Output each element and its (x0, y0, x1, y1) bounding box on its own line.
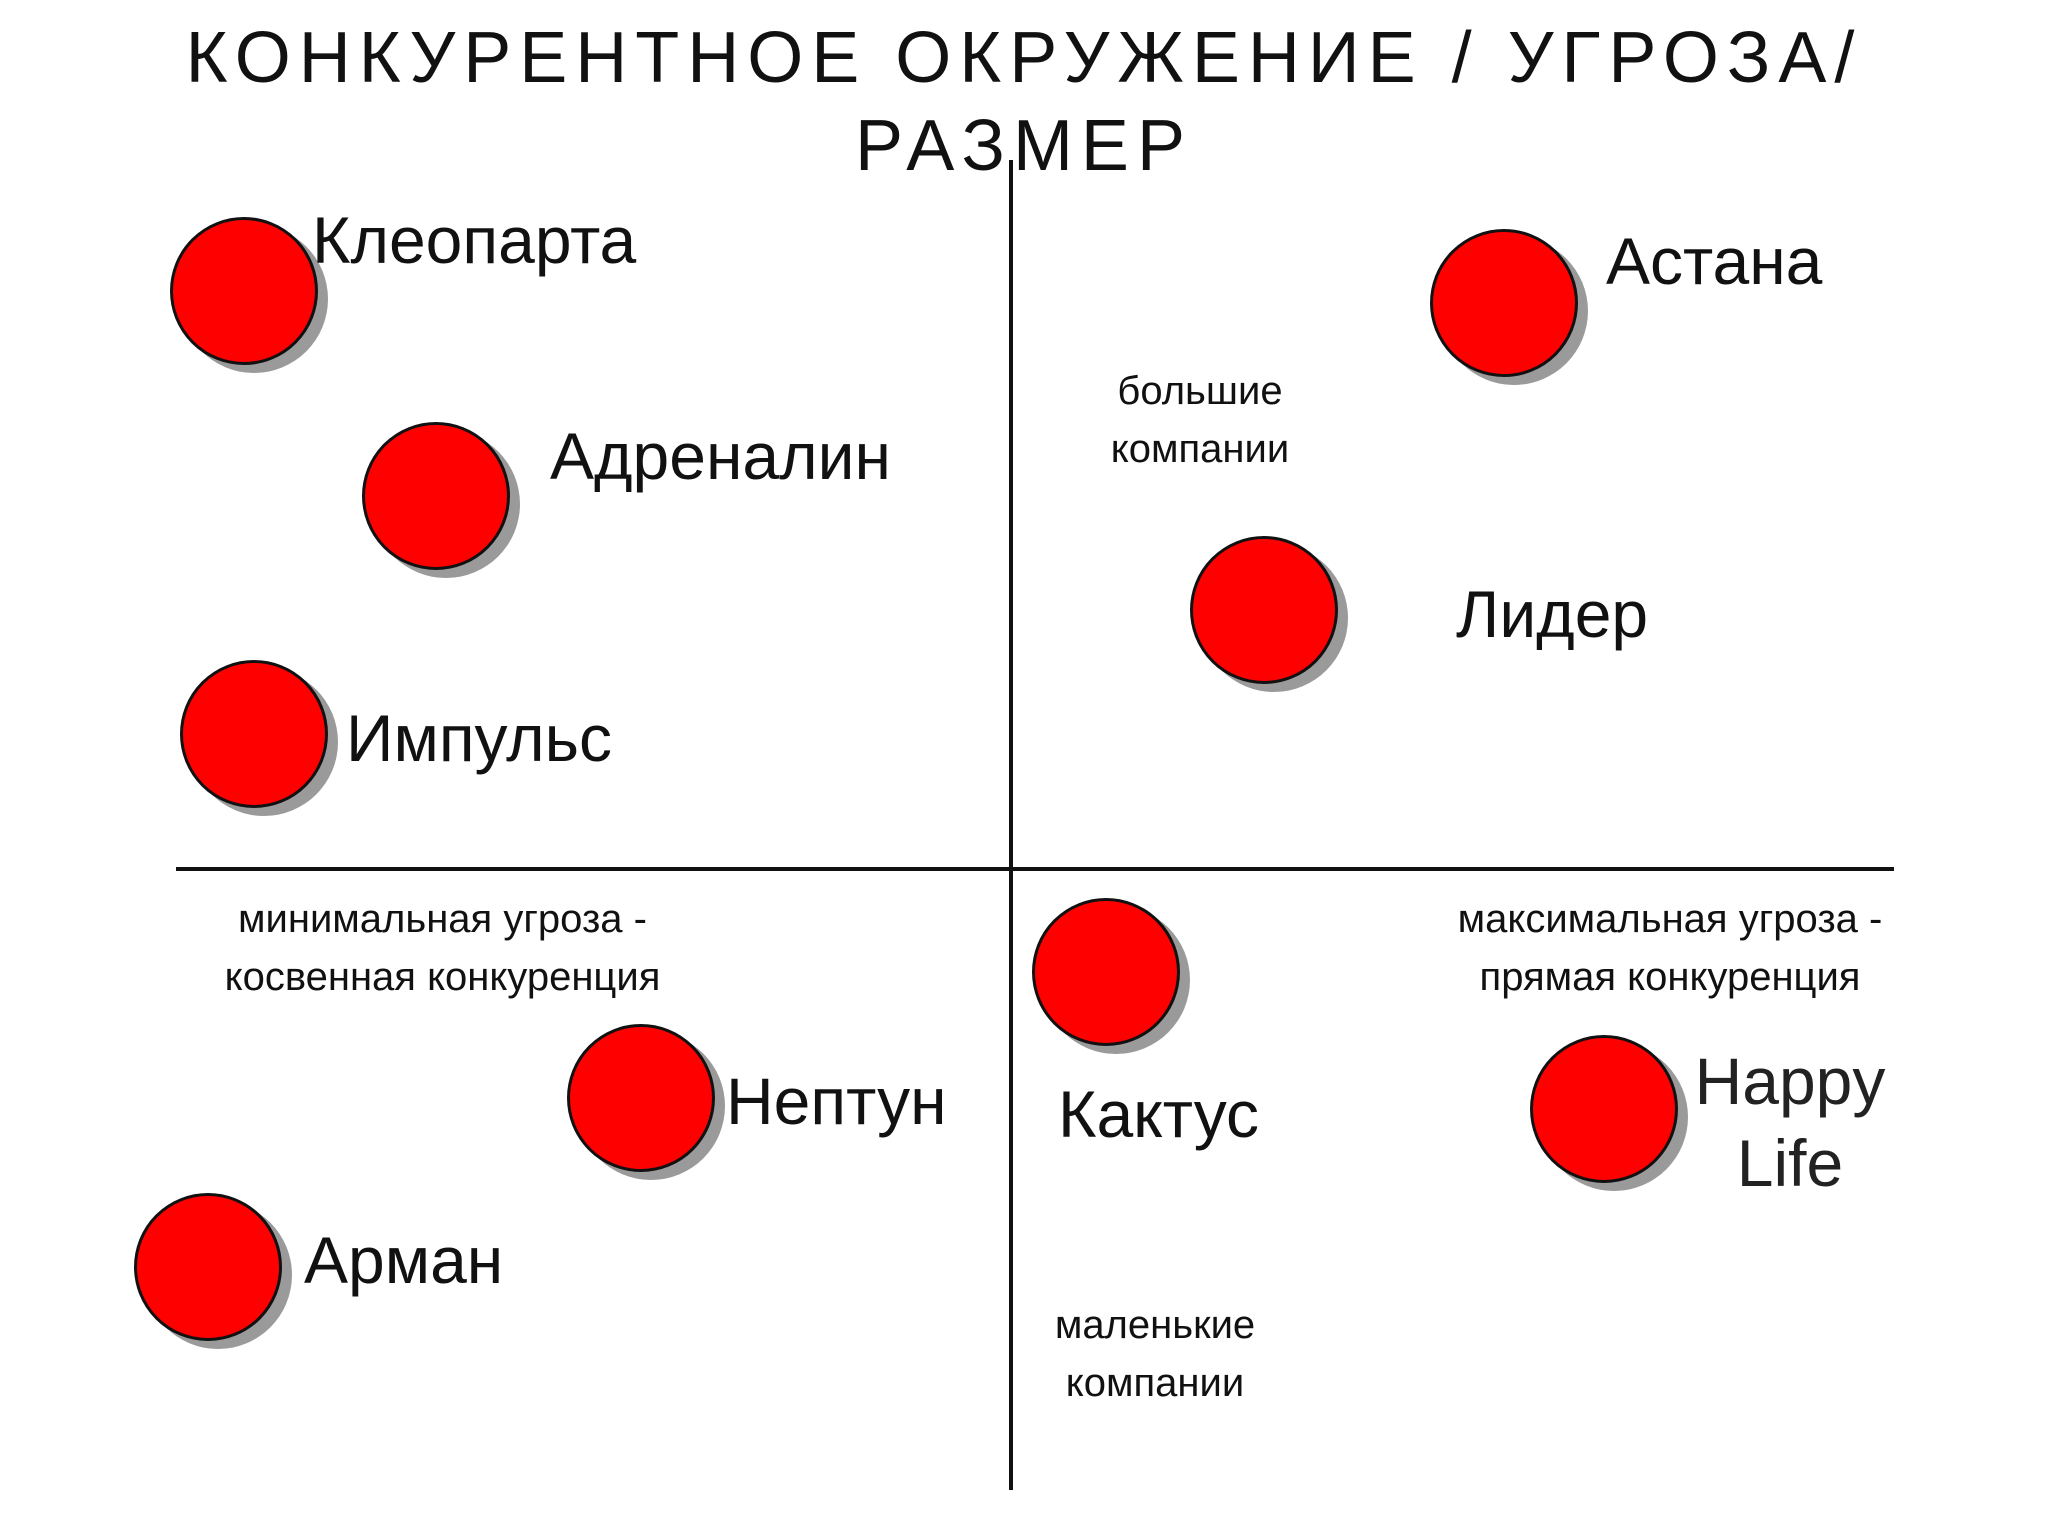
label-small-companies: маленькие компании (1054, 1303, 1256, 1405)
competitor-label: Нептун (726, 1064, 947, 1138)
competitor-label: Арман (304, 1223, 504, 1297)
competitor-label: Астана (1606, 224, 1823, 298)
label-maximal-threat: максимальная угроза - прямая конкуренция (1457, 897, 1883, 999)
competitor-label: Клеопарта (312, 203, 637, 277)
diagram-title-line-2: РАЗМЕР (855, 106, 1193, 186)
competitor-dot (1430, 229, 1578, 377)
competitor-dot (134, 1193, 282, 1341)
competitor-dot (180, 660, 328, 808)
competitor-label: Happy Life (1694, 1044, 1886, 1200)
competitor-label: Кактус (1058, 1077, 1259, 1151)
competitor-label: Адреналин (550, 419, 891, 493)
label-big-companies: большие компании (1110, 369, 1290, 471)
competitor-dot (1190, 536, 1338, 684)
diagram-title-line-1: КОНКУРЕНТНОЕ ОКРУЖЕНИЕ / УГРОЗА/ (185, 18, 1863, 98)
vertical-axis (1009, 160, 1013, 1490)
competitor-dot (567, 1024, 715, 1172)
competitor-label: Импульс (346, 701, 612, 775)
competitor-dot (170, 217, 318, 365)
horizontal-axis (176, 867, 1894, 871)
competitor-dot (1032, 898, 1180, 1046)
competitor-label: Лидер (1456, 577, 1649, 651)
label-minimal-threat: минимальная угроза - косвенная конкуренц… (224, 897, 661, 999)
competitor-dot (1530, 1035, 1678, 1183)
competitor-dot (362, 422, 510, 570)
